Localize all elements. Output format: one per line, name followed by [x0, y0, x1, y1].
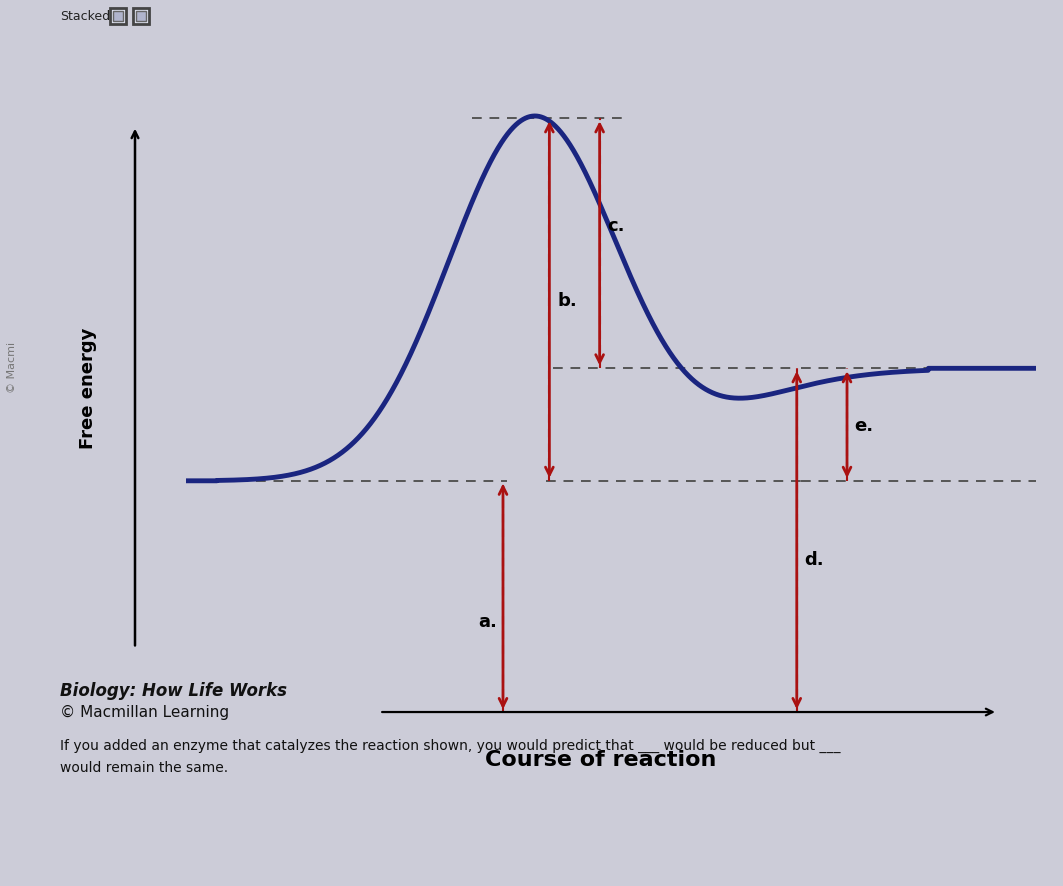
Text: b.: b. — [557, 291, 577, 309]
Text: Course of reaction: Course of reaction — [485, 749, 716, 769]
Text: Free energy: Free energy — [80, 327, 97, 448]
Text: would remain the same.: would remain the same. — [60, 760, 229, 774]
Bar — [133, 9, 149, 25]
Text: d.: d. — [805, 550, 824, 568]
Bar — [136, 12, 146, 22]
Bar — [113, 12, 123, 22]
Text: Biology: How Life Works: Biology: How Life Works — [60, 681, 287, 699]
Text: e.: e. — [855, 416, 874, 434]
Text: © Macmillan Learning: © Macmillan Learning — [60, 704, 230, 719]
Text: c.: c. — [607, 216, 625, 234]
Text: © Macmi: © Macmi — [7, 341, 17, 392]
Text: Stacked: Stacked — [60, 10, 111, 23]
Text: If you added an enzyme that catalyzes the reaction shown, you would predict that: If you added an enzyme that catalyzes th… — [60, 738, 841, 752]
Text: a.: a. — [478, 613, 497, 631]
Bar — [109, 9, 126, 25]
